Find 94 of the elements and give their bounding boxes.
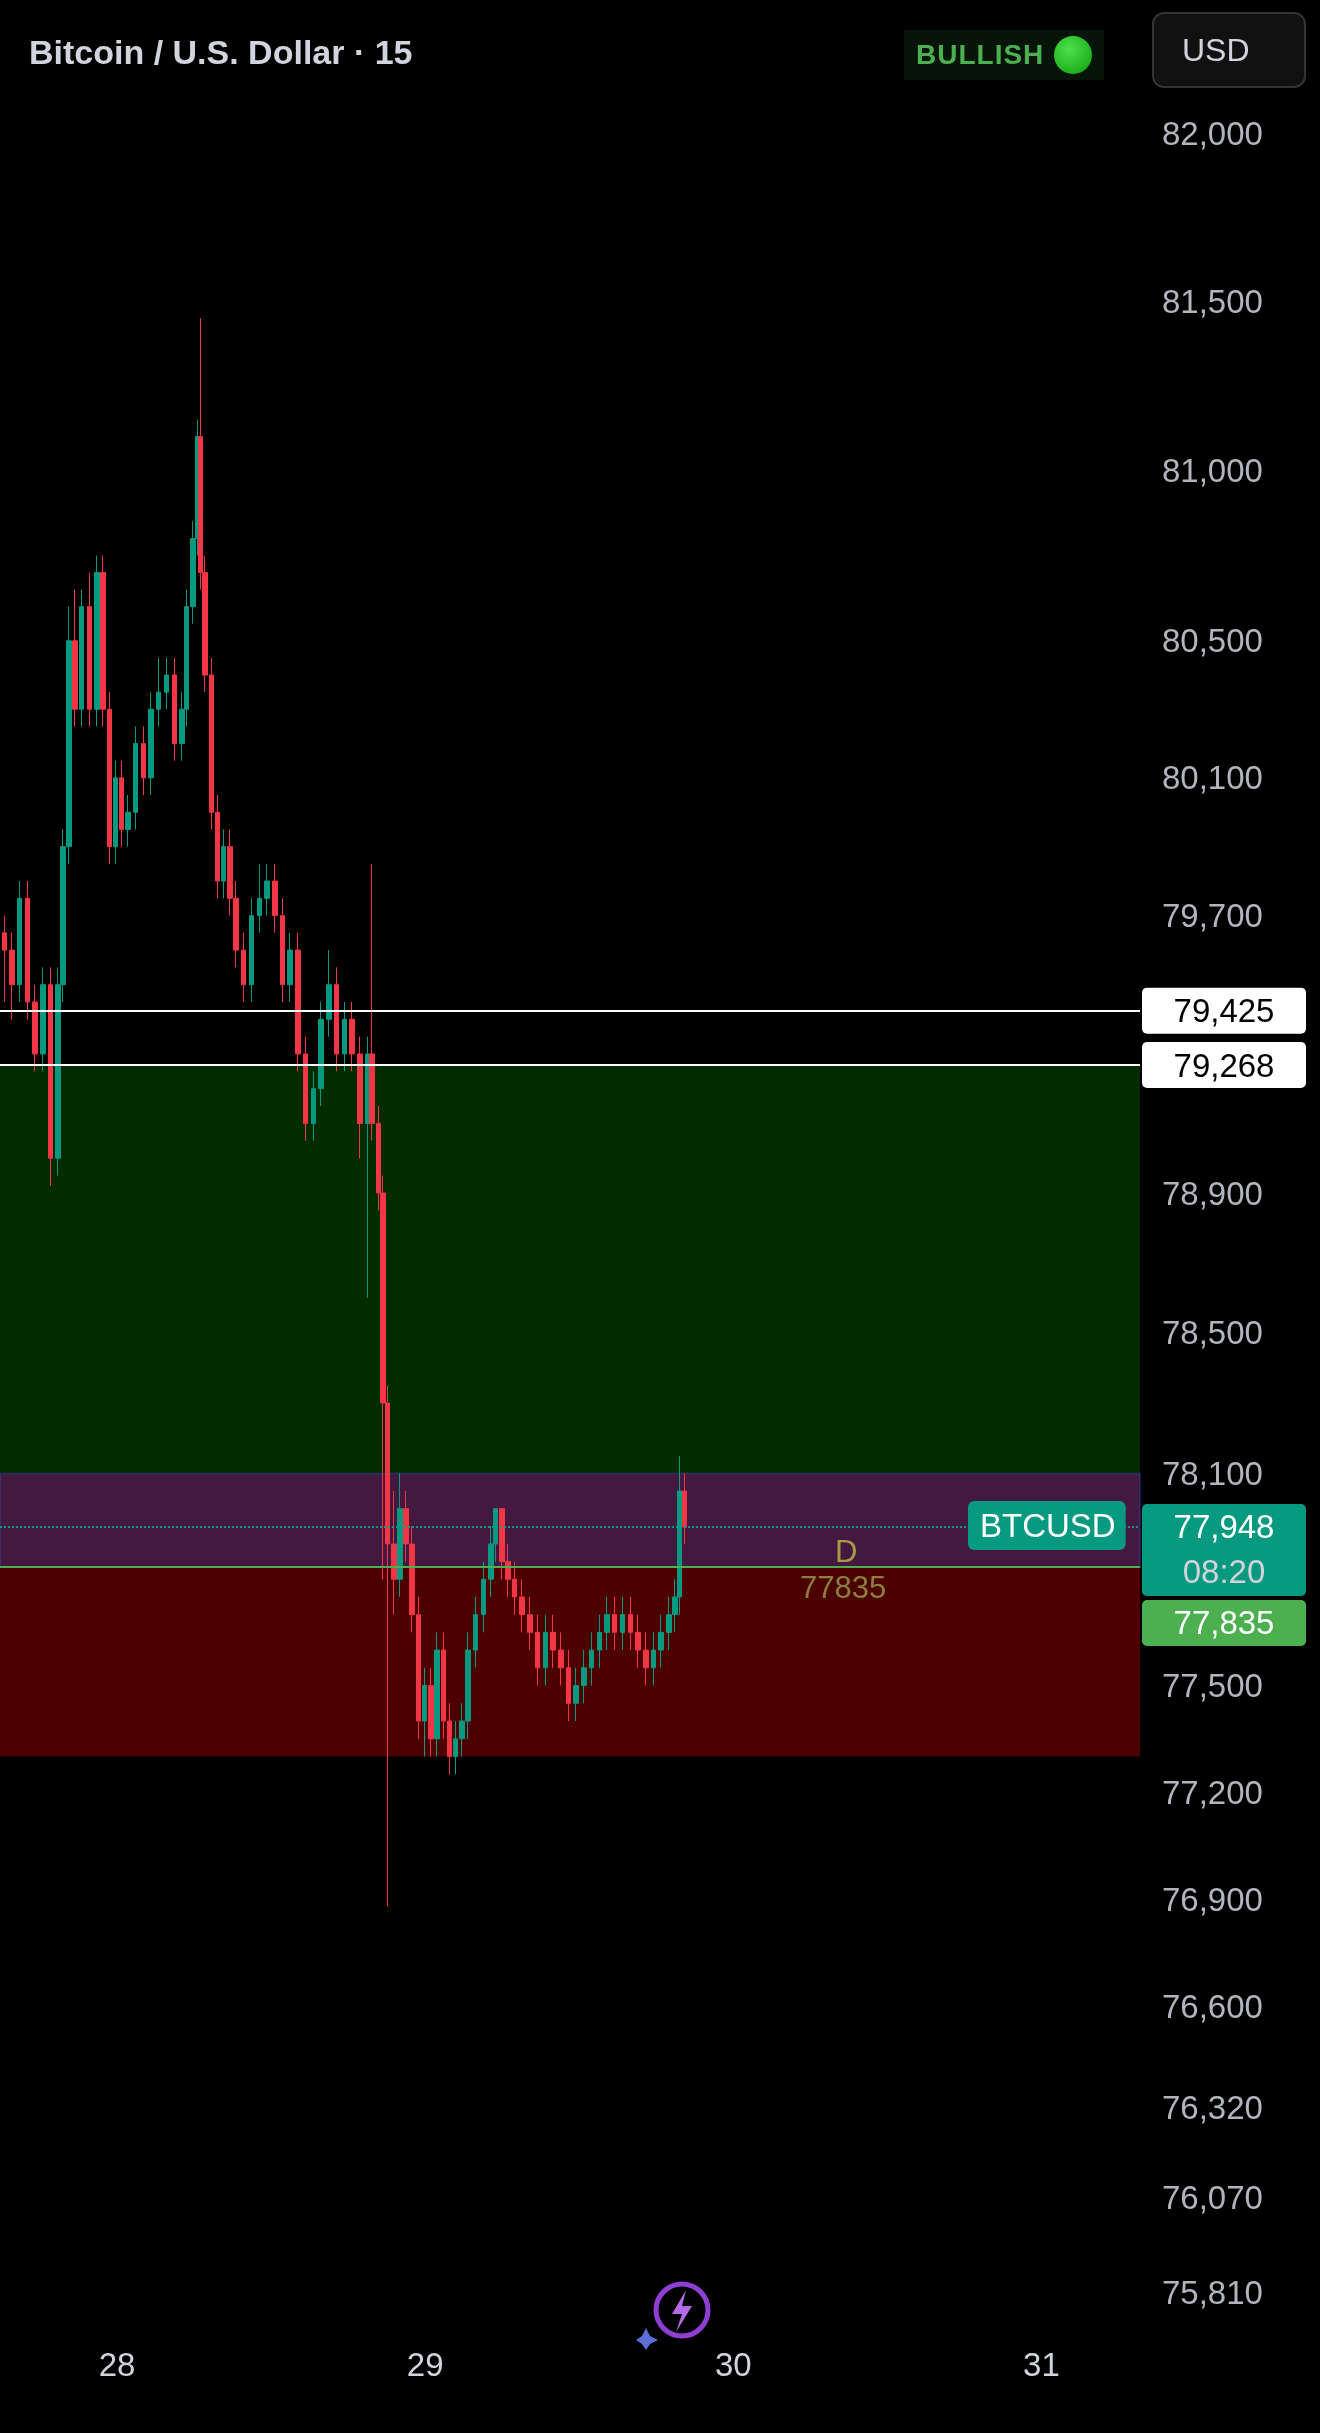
candlestick: [643, 1631, 649, 1687]
candlestick: [581, 1649, 587, 1704]
candlestick: [573, 1667, 579, 1722]
candlestick: [357, 1036, 363, 1159]
candlestick: [604, 1596, 610, 1651]
text: USD: [1152, 12, 1306, 88]
candlestick: [249, 897, 254, 1003]
y-tick-label: 82,000: [1162, 114, 1263, 152]
candlestick: [113, 760, 118, 865]
annotation: D: [835, 1534, 858, 1569]
candlestick: [295, 932, 301, 1072]
y-tick-label: 78,900: [1162, 1174, 1263, 1212]
candlestick: [2, 915, 7, 1003]
candlestick: [658, 1614, 664, 1669]
candlestick: [48, 966, 53, 1187]
candlestick: [434, 1631, 440, 1758]
candlestick: [589, 1631, 594, 1687]
candlestick: [651, 1631, 656, 1687]
annotation: BTCUSD: [980, 1506, 1116, 1544]
ref-line-label: 79,425: [1173, 992, 1275, 1030]
candlestick: [40, 966, 46, 1072]
y-tick-label: 80,100: [1162, 759, 1263, 797]
ref-line-label: 77,948: [1173, 1508, 1275, 1546]
candlestick: [257, 863, 262, 934]
candlestick: [280, 897, 285, 1003]
candlestick: [148, 691, 154, 796]
candlestick: [125, 794, 131, 848]
candlestick: [272, 863, 278, 934]
candlestick: [428, 1667, 434, 1758]
y-tick-label: 78,100: [1162, 1454, 1263, 1492]
candlestick: [597, 1614, 602, 1669]
x-tick-label: 31: [1023, 2346, 1060, 2383]
y-tick-label: 77,200: [1162, 1773, 1263, 1811]
candlestick: [628, 1596, 633, 1651]
candlestick: [326, 949, 332, 1038]
candlestick: [566, 1649, 571, 1722]
y-tick-label: 78,500: [1162, 1314, 1263, 1352]
candlestick: [133, 725, 138, 830]
candlestick: [303, 1036, 308, 1142]
candlestick: [221, 828, 226, 899]
y-tick-label: 79,700: [1162, 897, 1263, 935]
candlestick: [550, 1614, 556, 1669]
candlestick: [172, 657, 177, 762]
candlestick: [72, 589, 78, 727]
y-tick-label: 80,500: [1162, 622, 1263, 660]
candlestick: [119, 760, 124, 848]
text: BULLISH: [916, 39, 1045, 71]
candlestick: [264, 863, 270, 917]
candlestick: [422, 1667, 427, 1758]
x-tick-label: 29: [406, 2346, 444, 2383]
candlestick: [682, 1472, 687, 1545]
x-tick-label: 30: [714, 2346, 752, 2383]
annotation: 77835: [800, 1570, 887, 1605]
candlestick: [164, 657, 169, 710]
candlestick: [558, 1631, 564, 1687]
candlestick: [527, 1596, 533, 1651]
candlestick: [79, 589, 84, 727]
y-tick-label: 76,600: [1162, 1988, 1263, 2026]
candlestick: [365, 1036, 370, 1299]
ref-line-label: 79,268: [1173, 1046, 1275, 1084]
y-tick-label: 76,900: [1162, 1880, 1263, 1918]
candlestick: [473, 1596, 478, 1669]
candlestick: [287, 932, 293, 1003]
candlestick: [156, 657, 161, 727]
y-tick-label: 75,810: [1162, 2273, 1263, 2311]
y-tick-label: 81,000: [1162, 452, 1263, 490]
candlestick: [9, 932, 15, 1020]
y-tick-label: 76,320: [1162, 2089, 1263, 2127]
candlestick: [318, 1001, 324, 1107]
candlestick: [612, 1596, 617, 1651]
candlestick: [535, 1614, 540, 1687]
candlestick: [342, 1001, 347, 1072]
chart-title: Bitcoin / U.S. Dollar · 15: [29, 33, 413, 71]
y-tick-label: 81,500: [1162, 282, 1263, 320]
candlestick: [349, 1001, 355, 1072]
candlestick: [241, 932, 246, 1003]
candlestick: [481, 1561, 486, 1633]
text: 08:20: [1182, 1553, 1266, 1591]
y-tick-label: 77,500: [1162, 1667, 1263, 1705]
candlestick: [334, 966, 339, 1072]
x-tick-label: 28: [98, 2346, 136, 2383]
candlestick: [25, 880, 30, 1020]
candlestick: [94, 555, 100, 727]
candlestick: [87, 572, 92, 727]
candlestick: [32, 984, 38, 1072]
ref-line-label: 77,835: [1173, 1604, 1275, 1642]
candlestick: [543, 1614, 548, 1687]
candlestick: [311, 1070, 316, 1142]
candlestick: [141, 725, 146, 796]
candlestick: [620, 1596, 625, 1651]
candlestick: [635, 1614, 641, 1669]
candlestick: [17, 880, 22, 1003]
candlestick: [519, 1578, 525, 1633]
y-tick-label: 76,070: [1162, 2179, 1263, 2217]
